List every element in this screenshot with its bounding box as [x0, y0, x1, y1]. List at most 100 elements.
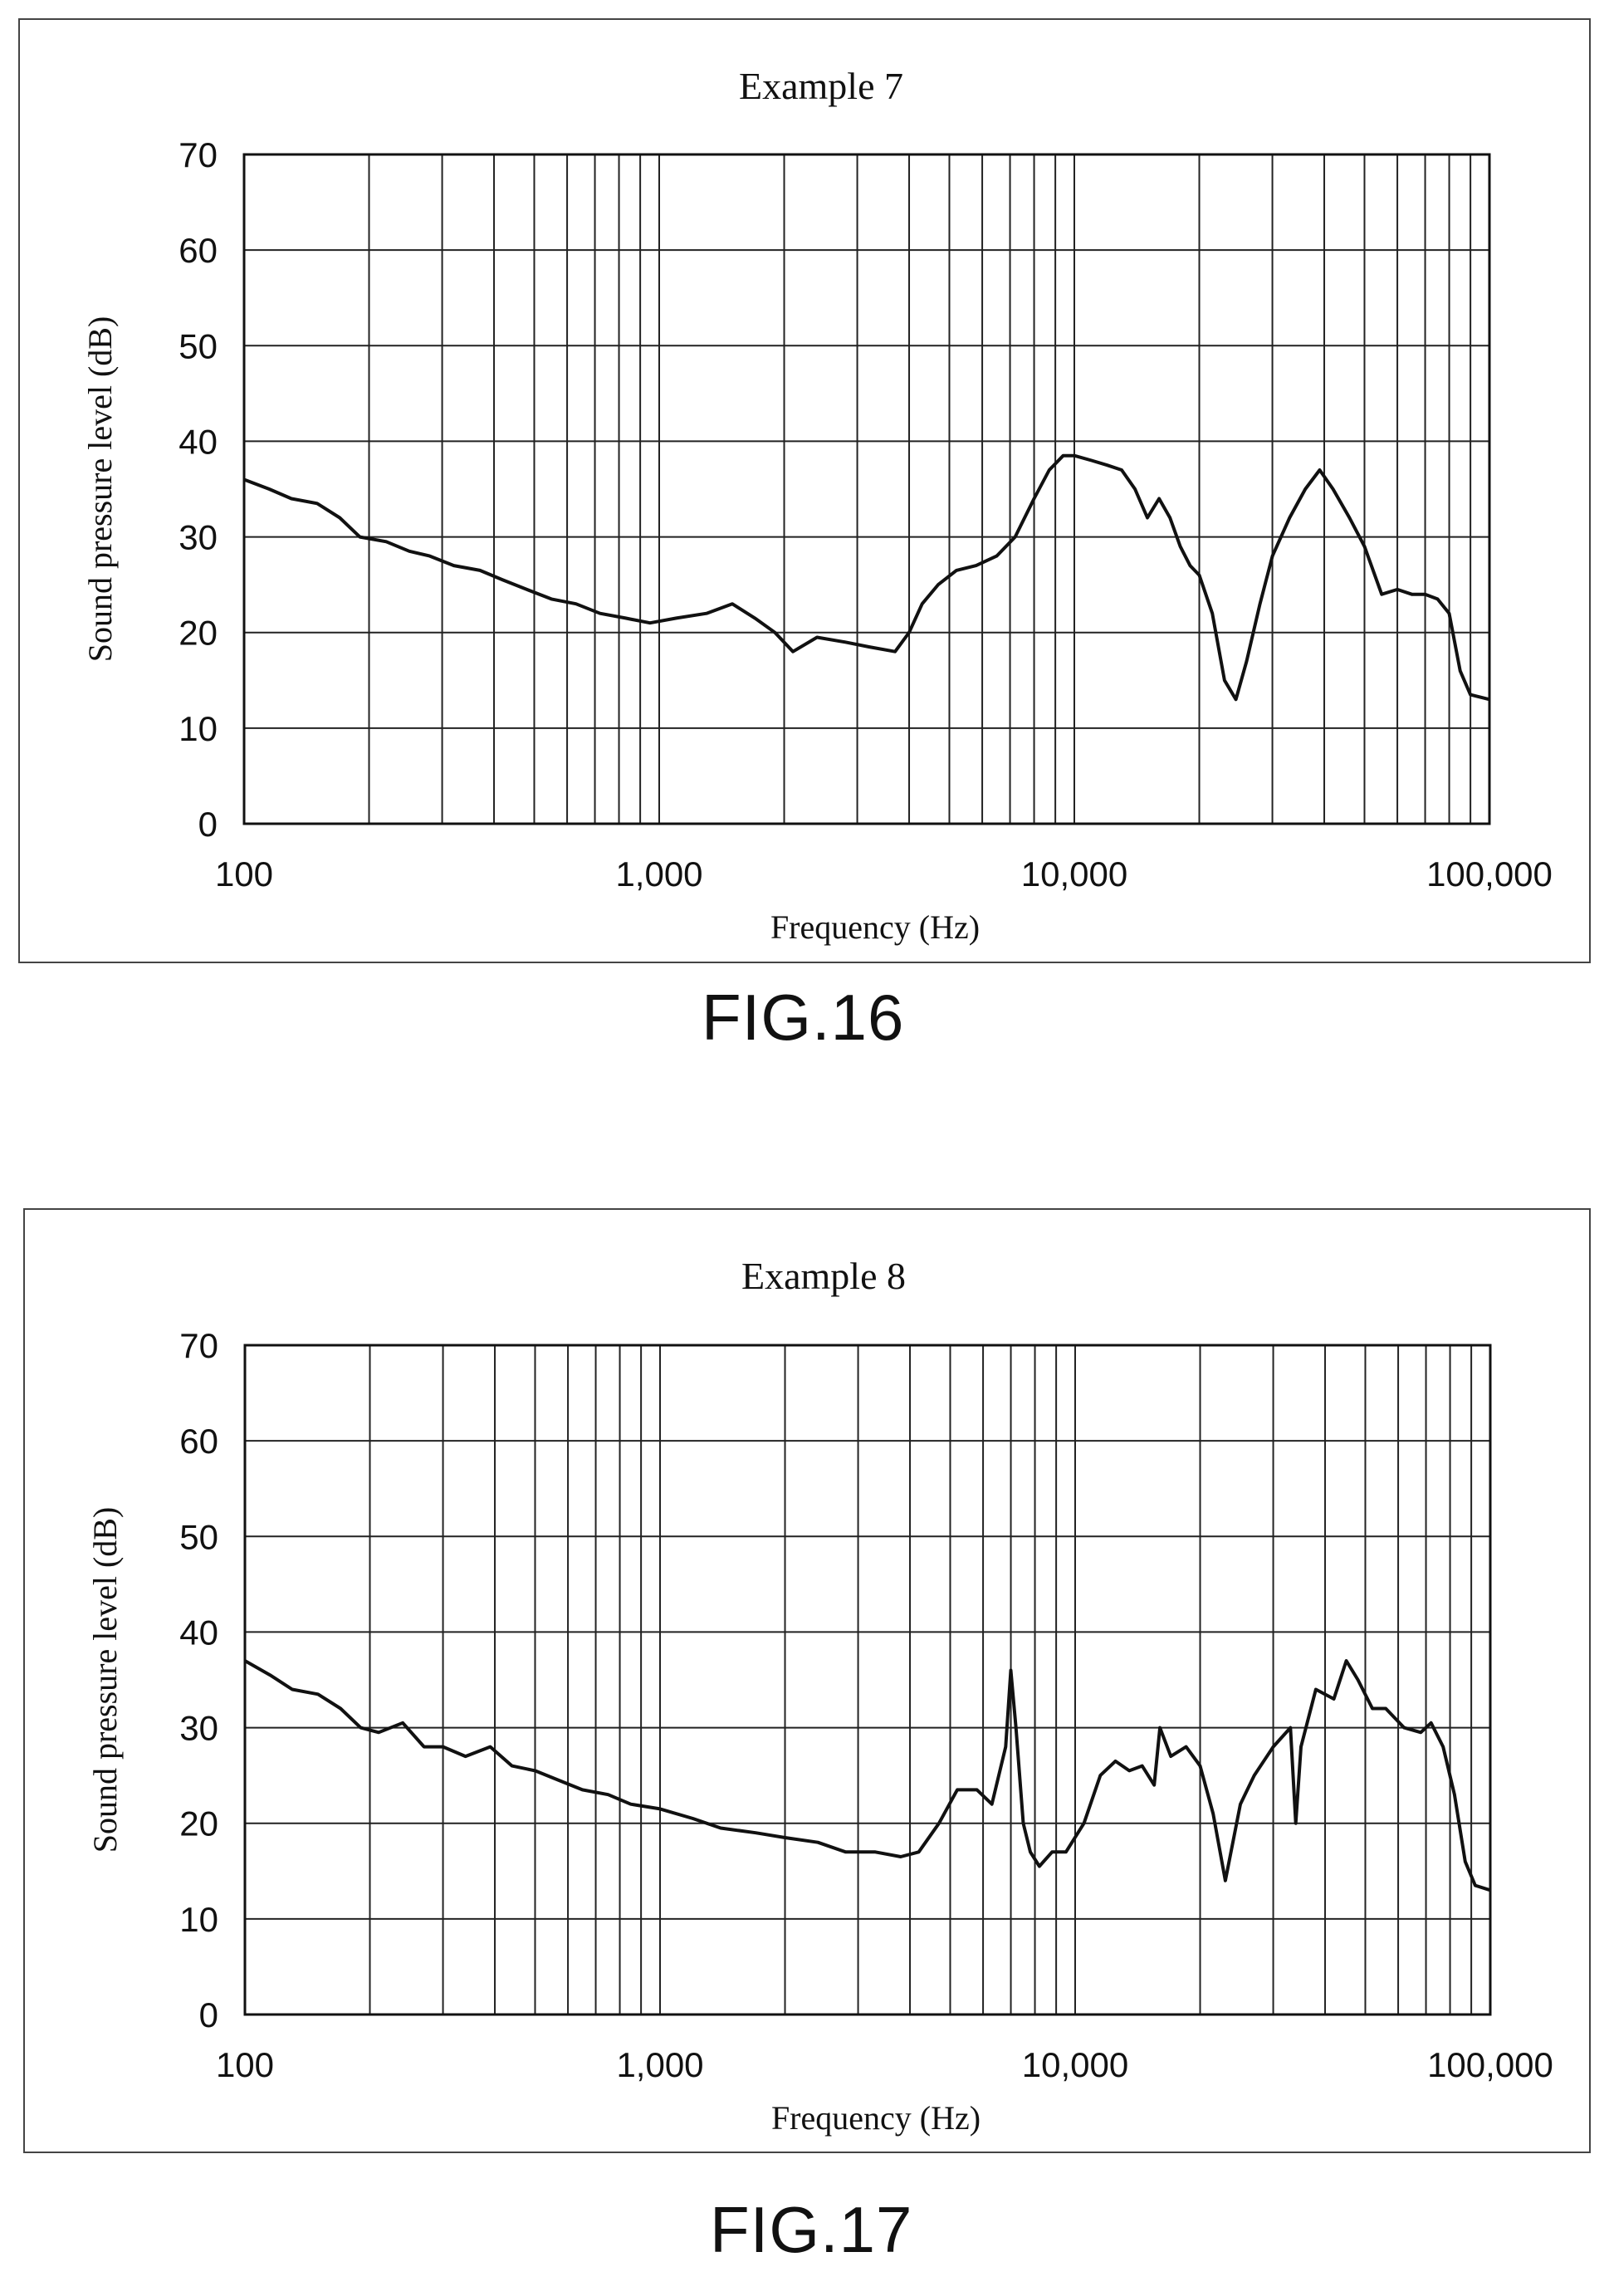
data-point: [401, 1721, 404, 1725]
data-point: [1474, 1884, 1477, 1887]
data-point: [1083, 1822, 1086, 1825]
data-point: [1314, 1688, 1318, 1691]
data-point: [550, 597, 553, 600]
y-tick-label: 0: [199, 1995, 218, 2034]
data-point: [489, 1745, 492, 1749]
y-tick-label: 30: [179, 1709, 218, 1748]
data-point: [423, 1745, 426, 1749]
data-point: [501, 578, 505, 581]
data-point: [267, 487, 271, 491]
data-point: [1411, 593, 1413, 596]
x-tick-label: 100,000: [1426, 854, 1553, 893]
data-point: [907, 631, 911, 634]
data-point: [290, 497, 293, 500]
data-point: [1158, 1726, 1162, 1730]
data-point: [692, 1817, 695, 1820]
data-point: [868, 645, 871, 649]
data-point: [1073, 454, 1076, 458]
data-point: [1098, 1774, 1102, 1777]
data-point: [1245, 659, 1248, 663]
data-point: [1469, 693, 1472, 697]
data-point: [975, 564, 978, 567]
data-point: [1179, 545, 1182, 548]
data-point: [1459, 669, 1462, 673]
x-tick-label: 1,000: [615, 854, 702, 893]
data-point: [384, 540, 388, 543]
data-point: [408, 550, 411, 553]
data-point: [358, 536, 361, 539]
data-point: [1289, 1726, 1292, 1730]
data-point: [1157, 497, 1161, 500]
data-point: [1029, 1850, 1032, 1853]
figure-caption-fig17: FIG.17: [710, 2193, 913, 2266]
y-tick-label: 50: [179, 1517, 218, 1556]
data-point: [899, 1855, 902, 1858]
data-point: [1169, 1755, 1172, 1758]
data-point: [339, 1707, 342, 1710]
data-point: [784, 1836, 786, 1839]
data-point: [1259, 602, 1262, 605]
data-point: [844, 640, 847, 644]
y-tick-label: 60: [179, 231, 218, 270]
data-point: [1133, 487, 1137, 491]
data-point: [1033, 497, 1035, 500]
data-point: [1239, 1803, 1242, 1806]
data-point: [377, 1731, 380, 1734]
data-point: [1224, 1879, 1227, 1882]
y-tick-label: 10: [179, 709, 218, 748]
data-point: [1371, 1707, 1374, 1710]
data-point: [1271, 555, 1274, 558]
plot-frame: [242, 153, 1491, 825]
data-point: [1357, 1678, 1360, 1682]
data-point: [291, 1688, 294, 1691]
data-point: [1441, 1745, 1445, 1749]
data-point: [976, 1788, 979, 1791]
data-point: [1199, 1765, 1201, 1768]
series-line: [244, 1659, 1491, 1892]
chart-panel-example-7: Example 7 0 10 20 30 40 50 60 70 100 1,000 10,000 10…: [18, 18, 1591, 963]
data-point: [452, 564, 456, 567]
data-point: [338, 516, 341, 519]
data-point: [731, 602, 734, 605]
chart-svg-example-7: Example 7 0 10 20 30 40 50 60 70 100 1,000 10,000 10…: [81, 65, 1553, 946]
data-point: [1188, 564, 1191, 567]
y-tick-label: 60: [179, 1422, 218, 1461]
data-point: [526, 588, 529, 591]
data-point: [893, 650, 897, 654]
data-point: [844, 1850, 848, 1853]
data-point: [1198, 574, 1201, 577]
data-point: [1489, 1888, 1492, 1892]
data-point: [599, 612, 602, 615]
data-point: [1050, 1850, 1054, 1853]
data-point: [1120, 468, 1123, 472]
data-point: [1152, 1784, 1156, 1787]
data-point: [581, 1788, 584, 1791]
x-tick-label: 1,000: [616, 2045, 703, 2084]
data-point: [1146, 516, 1149, 519]
chart-svg-example-8: Example 8 0 10 20 30 40 50 60 70 100 1,000 10,000 10…: [86, 1255, 1553, 2137]
data-point: [1332, 487, 1335, 491]
data-point: [1253, 1774, 1256, 1777]
data-point: [315, 502, 319, 505]
data-point: [1022, 1822, 1025, 1825]
x-tick-label: 10,000: [1022, 2045, 1128, 2084]
data-point: [575, 602, 578, 605]
y-tick-label: 70: [179, 1326, 218, 1365]
chart-title: Example 7: [739, 65, 903, 107]
data-point: [1235, 698, 1238, 701]
data-point: [1210, 612, 1214, 615]
x-axis-label: Frequency (Hz): [770, 908, 980, 946]
y-tick-label: 50: [179, 326, 218, 365]
data-point: [1294, 1822, 1298, 1825]
data-point: [1185, 1745, 1188, 1749]
y-tick-label: 70: [179, 135, 218, 174]
data-point: [624, 616, 627, 619]
data-point: [815, 636, 819, 639]
data-point: [464, 1755, 467, 1758]
data-point: [1380, 593, 1383, 596]
data-point: [705, 612, 708, 615]
x-tick-label: 100,000: [1427, 2045, 1553, 2084]
data-point: [1114, 1760, 1117, 1763]
data-point: [511, 1765, 514, 1768]
y-tick-label: 20: [179, 1804, 218, 1843]
